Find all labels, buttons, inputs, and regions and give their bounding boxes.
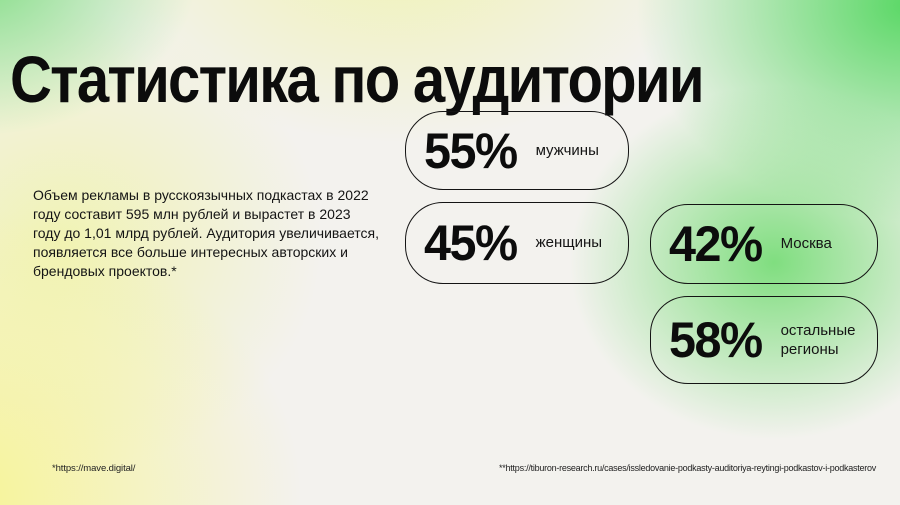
stat-label-moscow: Москва — [780, 235, 832, 253]
page-title: Статистика по аудитории — [10, 42, 705, 117]
stat-label-women: женщины — [535, 234, 603, 252]
stat-pill-men: 55% мужчины — [405, 111, 629, 190]
footnote-source-tiburon-link[interactable]: **https://tiburon-research.ru/cases/issl… — [499, 463, 876, 473]
stat-label-other-regions: остальные регионы — [780, 321, 856, 359]
stat-value-women: 45% — [424, 215, 518, 271]
stat-pill-other-regions: 58% остальные регионы — [650, 296, 878, 384]
stat-pill-women: 45% женщины — [405, 202, 629, 284]
stat-label-men: мужчины — [535, 141, 599, 159]
stat-value-other-regions: 58% — [669, 312, 763, 368]
stat-value-moscow: 42% — [669, 216, 763, 272]
description-text: Объем рекламы в русскоязычных подкастах … — [33, 187, 380, 279]
footnote-source-mave-link[interactable]: *https://mave.digital/ — [52, 463, 136, 474]
stat-pill-moscow: 42% Москва — [650, 204, 878, 284]
stat-value-men: 55% — [424, 122, 518, 179]
